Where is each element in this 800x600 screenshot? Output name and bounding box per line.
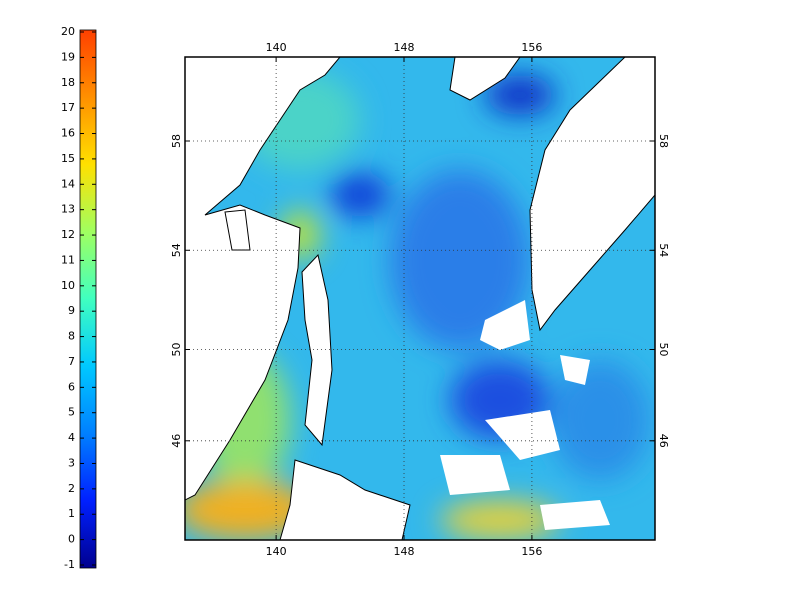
colorbar-tick-label: 18 — [61, 76, 75, 89]
gap — [560, 355, 590, 385]
colorbar-tick-label: 9 — [68, 304, 75, 317]
colorbar-tick-label: 0 — [68, 533, 75, 546]
x-tick-label: 140 — [266, 41, 287, 54]
blob — [185, 480, 315, 540]
colorbar-tick-label: 12 — [61, 228, 75, 241]
coast — [449, 57, 521, 101]
gap — [480, 300, 530, 350]
y-tick-label: 50 — [657, 343, 670, 357]
y-tick-label: 58 — [170, 134, 183, 148]
y-tick-label: 50 — [170, 343, 183, 357]
colorbar-tick-label: 17 — [61, 101, 75, 114]
hokkaido — [279, 459, 411, 540]
blob — [330, 173, 390, 217]
blob — [485, 75, 555, 115]
map-frame — [184, 56, 656, 541]
colorbar-tick-label: 14 — [61, 177, 75, 190]
colorbar-tick-label: 6 — [68, 380, 75, 393]
no-data — [440, 300, 610, 530]
colorbar-tick-label: 19 — [61, 50, 75, 63]
colorbar-tick-label: 15 — [61, 152, 75, 165]
y-tick-label: 58 — [657, 134, 670, 148]
colorbar-tick-label: 5 — [68, 406, 75, 419]
colorbar-tick-label: 10 — [61, 279, 75, 292]
x-tick-label: 156 — [521, 545, 542, 558]
colorbar — [79, 29, 97, 569]
continent — [185, 57, 341, 501]
colorbar-tick-label: 4 — [68, 431, 75, 444]
blob — [440, 500, 560, 540]
colorbar-tick-label: 7 — [68, 355, 75, 368]
colorbar-tick-label: -1 — [64, 558, 75, 571]
colorbar-tick-label: 8 — [68, 330, 75, 343]
colorbar-tick-label: 20 — [61, 25, 75, 38]
x-tick-label: 140 — [266, 545, 287, 558]
kamchatka — [529, 57, 655, 332]
y-tick-label: 54 — [170, 243, 183, 257]
colorbar-tick-label: 16 — [61, 127, 75, 140]
sakhalin — [301, 253, 333, 447]
y-tick-label: 54 — [657, 243, 670, 257]
map-field — [185, 57, 655, 540]
colorbar-tick-label: 3 — [68, 456, 75, 469]
colorbar-tick-label: 1 — [68, 507, 75, 520]
gap — [540, 500, 610, 530]
x-tick-label: 148 — [394, 41, 415, 54]
gap — [440, 455, 510, 495]
colorbar-tick-label: 11 — [61, 253, 75, 266]
x-tick-label: 156 — [521, 41, 542, 54]
colorbar-tick-label: 13 — [61, 203, 75, 216]
y-tick-label: 46 — [170, 434, 183, 448]
colorbar-tick-label: 2 — [68, 482, 75, 495]
x-tick-label: 148 — [394, 545, 415, 558]
y-tick-label: 46 — [657, 434, 670, 448]
gap — [485, 410, 560, 460]
blob — [550, 360, 650, 480]
blob — [390, 170, 530, 350]
land — [185, 57, 655, 540]
